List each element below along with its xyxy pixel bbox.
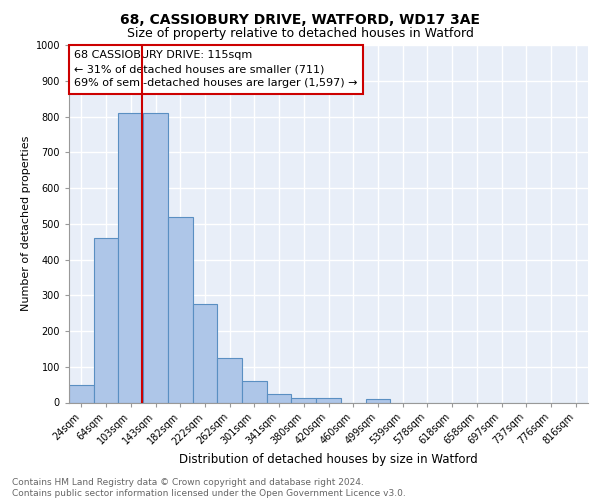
X-axis label: Distribution of detached houses by size in Watford: Distribution of detached houses by size … <box>179 454 478 466</box>
Bar <box>242 381 267 402</box>
Bar <box>69 384 94 402</box>
Bar <box>267 394 292 402</box>
Text: 68, CASSIOBURY DRIVE, WATFORD, WD17 3AE: 68, CASSIOBURY DRIVE, WATFORD, WD17 3AE <box>120 12 480 26</box>
Bar <box>118 113 143 403</box>
Bar <box>193 304 217 402</box>
Bar <box>365 399 390 402</box>
Text: Size of property relative to detached houses in Watford: Size of property relative to detached ho… <box>127 28 473 40</box>
Bar <box>94 238 118 402</box>
Y-axis label: Number of detached properties: Number of detached properties <box>22 136 31 312</box>
Text: Contains HM Land Registry data © Crown copyright and database right 2024.
Contai: Contains HM Land Registry data © Crown c… <box>12 478 406 498</box>
Bar <box>316 398 341 402</box>
Bar <box>143 113 168 403</box>
Text: 68 CASSIOBURY DRIVE: 115sqm
← 31% of detached houses are smaller (711)
69% of se: 68 CASSIOBURY DRIVE: 115sqm ← 31% of det… <box>74 50 358 88</box>
Bar <box>217 358 242 403</box>
Bar <box>168 216 193 402</box>
Bar <box>292 398 316 402</box>
